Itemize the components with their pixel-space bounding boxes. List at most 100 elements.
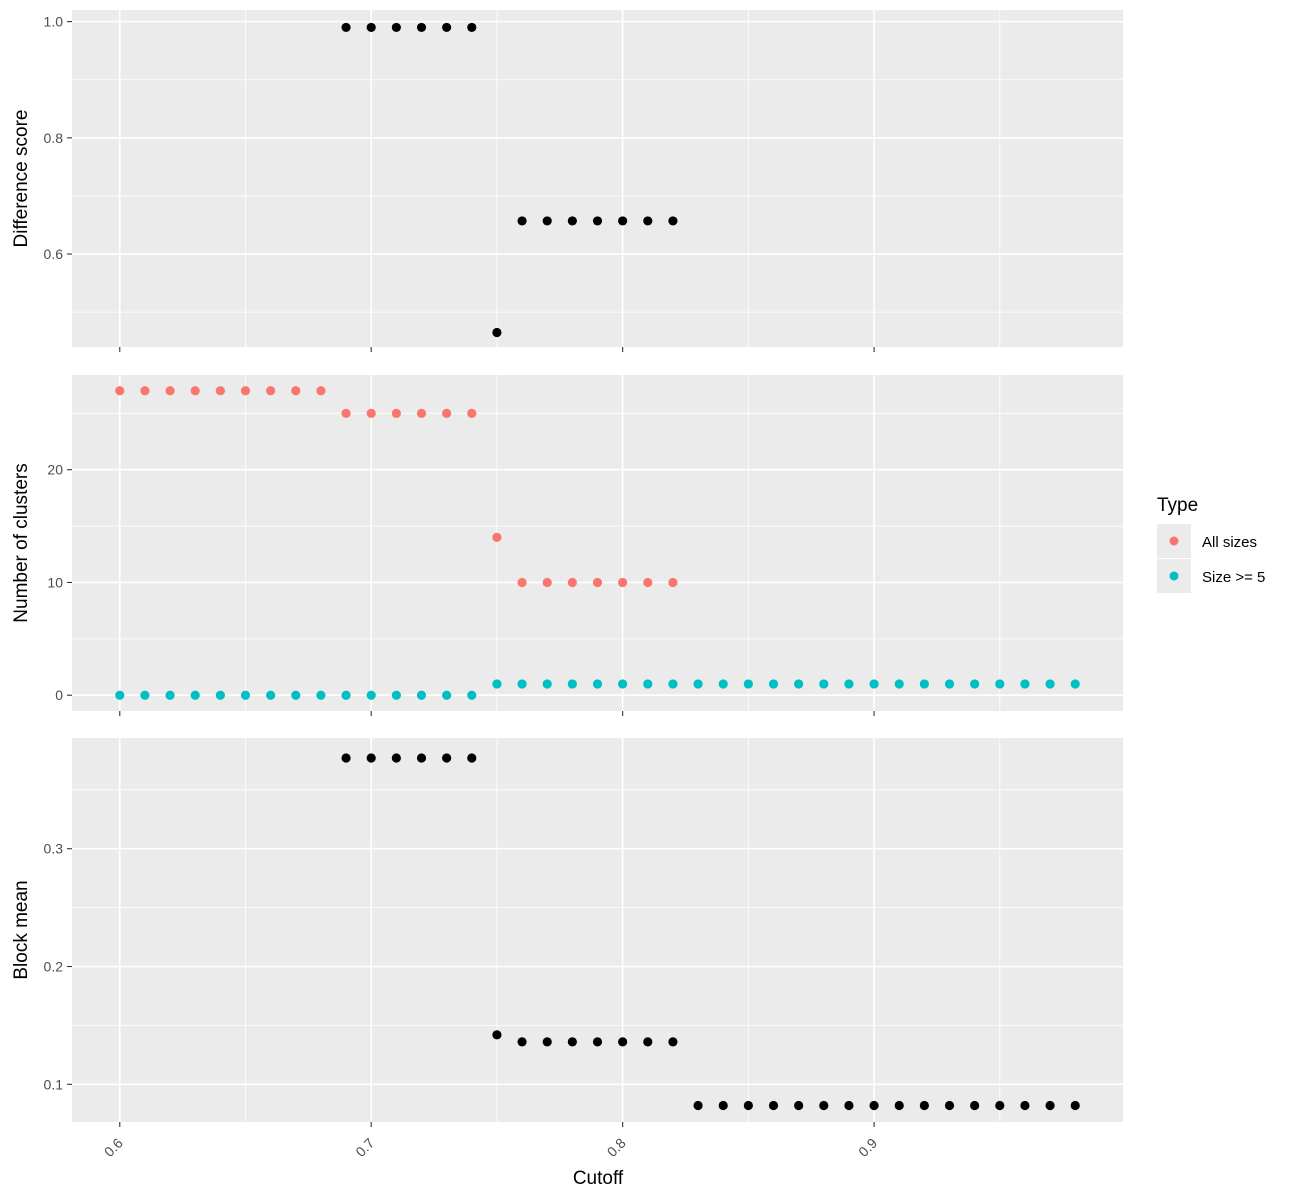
data-point [1045, 679, 1055, 689]
data-point [944, 679, 955, 689]
data-point [542, 679, 552, 689]
data-point [165, 386, 175, 396]
panel-block-mean: 0.1 0.2 0.3 Block mean 0.6 0.7 0.8 0.9 [11, 738, 1123, 1160]
data-point [844, 679, 854, 689]
y-axis-title: Block mean [11, 880, 32, 979]
data-point [391, 22, 401, 33]
data-point [794, 1100, 804, 1111]
data-point [1070, 1100, 1080, 1111]
y-axis-title: Number of clusters [11, 463, 32, 622]
data-point [341, 22, 351, 33]
y-tick-label: 0 [55, 687, 63, 703]
data-point [743, 1100, 753, 1111]
y-tick-label: 0.6 [44, 246, 64, 262]
y-tick-label: 0.1 [44, 1076, 64, 1092]
data-point [618, 1037, 628, 1047]
panel-background [72, 375, 1123, 711]
panel-number-of-clusters: 0 10 20 Number of clusters [11, 375, 1123, 716]
legend-dot-size-5 [1169, 571, 1179, 581]
data-point [567, 1037, 577, 1047]
data-point [1070, 679, 1080, 689]
data-point [240, 386, 251, 396]
data-point [215, 386, 225, 396]
data-point [366, 690, 376, 700]
data-point [240, 690, 251, 700]
y-axis-title: Difference score [11, 110, 32, 248]
data-point [391, 408, 401, 418]
data-point [919, 1100, 929, 1111]
data-point [718, 679, 728, 689]
data-point [517, 1037, 527, 1047]
legend-title: Type [1157, 495, 1198, 516]
data-point [592, 216, 603, 226]
data-point [341, 408, 351, 418]
data-point [869, 1100, 879, 1111]
data-point [768, 679, 779, 689]
legend-item-size-5: Size >= 5 [1157, 559, 1265, 593]
data-point [944, 1100, 955, 1111]
data-point [467, 690, 477, 700]
data-point [492, 1030, 502, 1040]
data-point [366, 753, 376, 763]
data-point [190, 690, 200, 700]
data-point [567, 577, 577, 588]
data-point [869, 679, 879, 689]
data-point [266, 690, 276, 700]
legend-item-all-sizes: All sizes [1157, 524, 1257, 558]
x-tick-label: 0.9 [855, 1135, 880, 1160]
data-point [492, 679, 502, 689]
data-point [190, 386, 200, 396]
panel-background [72, 738, 1123, 1122]
x-axis-title: Cutoff [573, 1168, 624, 1189]
data-point [668, 1037, 678, 1047]
data-point [492, 327, 502, 338]
data-point [291, 690, 301, 700]
data-point [693, 1100, 703, 1111]
data-point [693, 679, 703, 689]
data-point [366, 22, 376, 33]
series-points-0 [341, 22, 678, 338]
panel-difference-score: 0.6 0.8 1.0 Difference score [11, 10, 1123, 352]
data-point [442, 22, 452, 33]
data-point [115, 690, 125, 700]
data-point [1020, 1100, 1030, 1111]
data-point [542, 1037, 552, 1047]
data-point [416, 408, 427, 418]
data-point [643, 1037, 653, 1047]
data-point [215, 690, 225, 700]
data-point [467, 22, 477, 33]
data-point [618, 216, 628, 226]
y-tick-label: 0.8 [44, 130, 64, 146]
series-all-sizes [115, 386, 678, 588]
data-point [618, 577, 628, 588]
x-tick-label: 0.7 [352, 1135, 377, 1160]
data-point [668, 577, 678, 588]
y-tick-label: 1.0 [44, 14, 64, 30]
data-point [416, 753, 427, 763]
data-point [165, 690, 175, 700]
data-point [668, 679, 678, 689]
data-point [442, 753, 452, 763]
data-point [467, 408, 477, 418]
data-point [140, 690, 150, 700]
series-points-0 [341, 753, 1080, 1111]
data-point [291, 386, 301, 396]
data-point [643, 577, 653, 588]
data-point [970, 1100, 980, 1111]
data-point [618, 679, 628, 689]
data-point [341, 753, 351, 763]
data-point [542, 216, 552, 226]
data-point [894, 679, 904, 689]
data-point [442, 690, 452, 700]
data-point [894, 1100, 904, 1111]
data-point [341, 690, 351, 700]
data-point [517, 679, 527, 689]
data-point [995, 1100, 1005, 1111]
data-point [1020, 679, 1030, 689]
y-tick-label: 0.2 [44, 959, 64, 975]
data-point [316, 690, 326, 700]
data-point [492, 532, 502, 542]
y-tick-label: 20 [47, 462, 63, 478]
legend-label-all-sizes: All sizes [1202, 534, 1257, 551]
